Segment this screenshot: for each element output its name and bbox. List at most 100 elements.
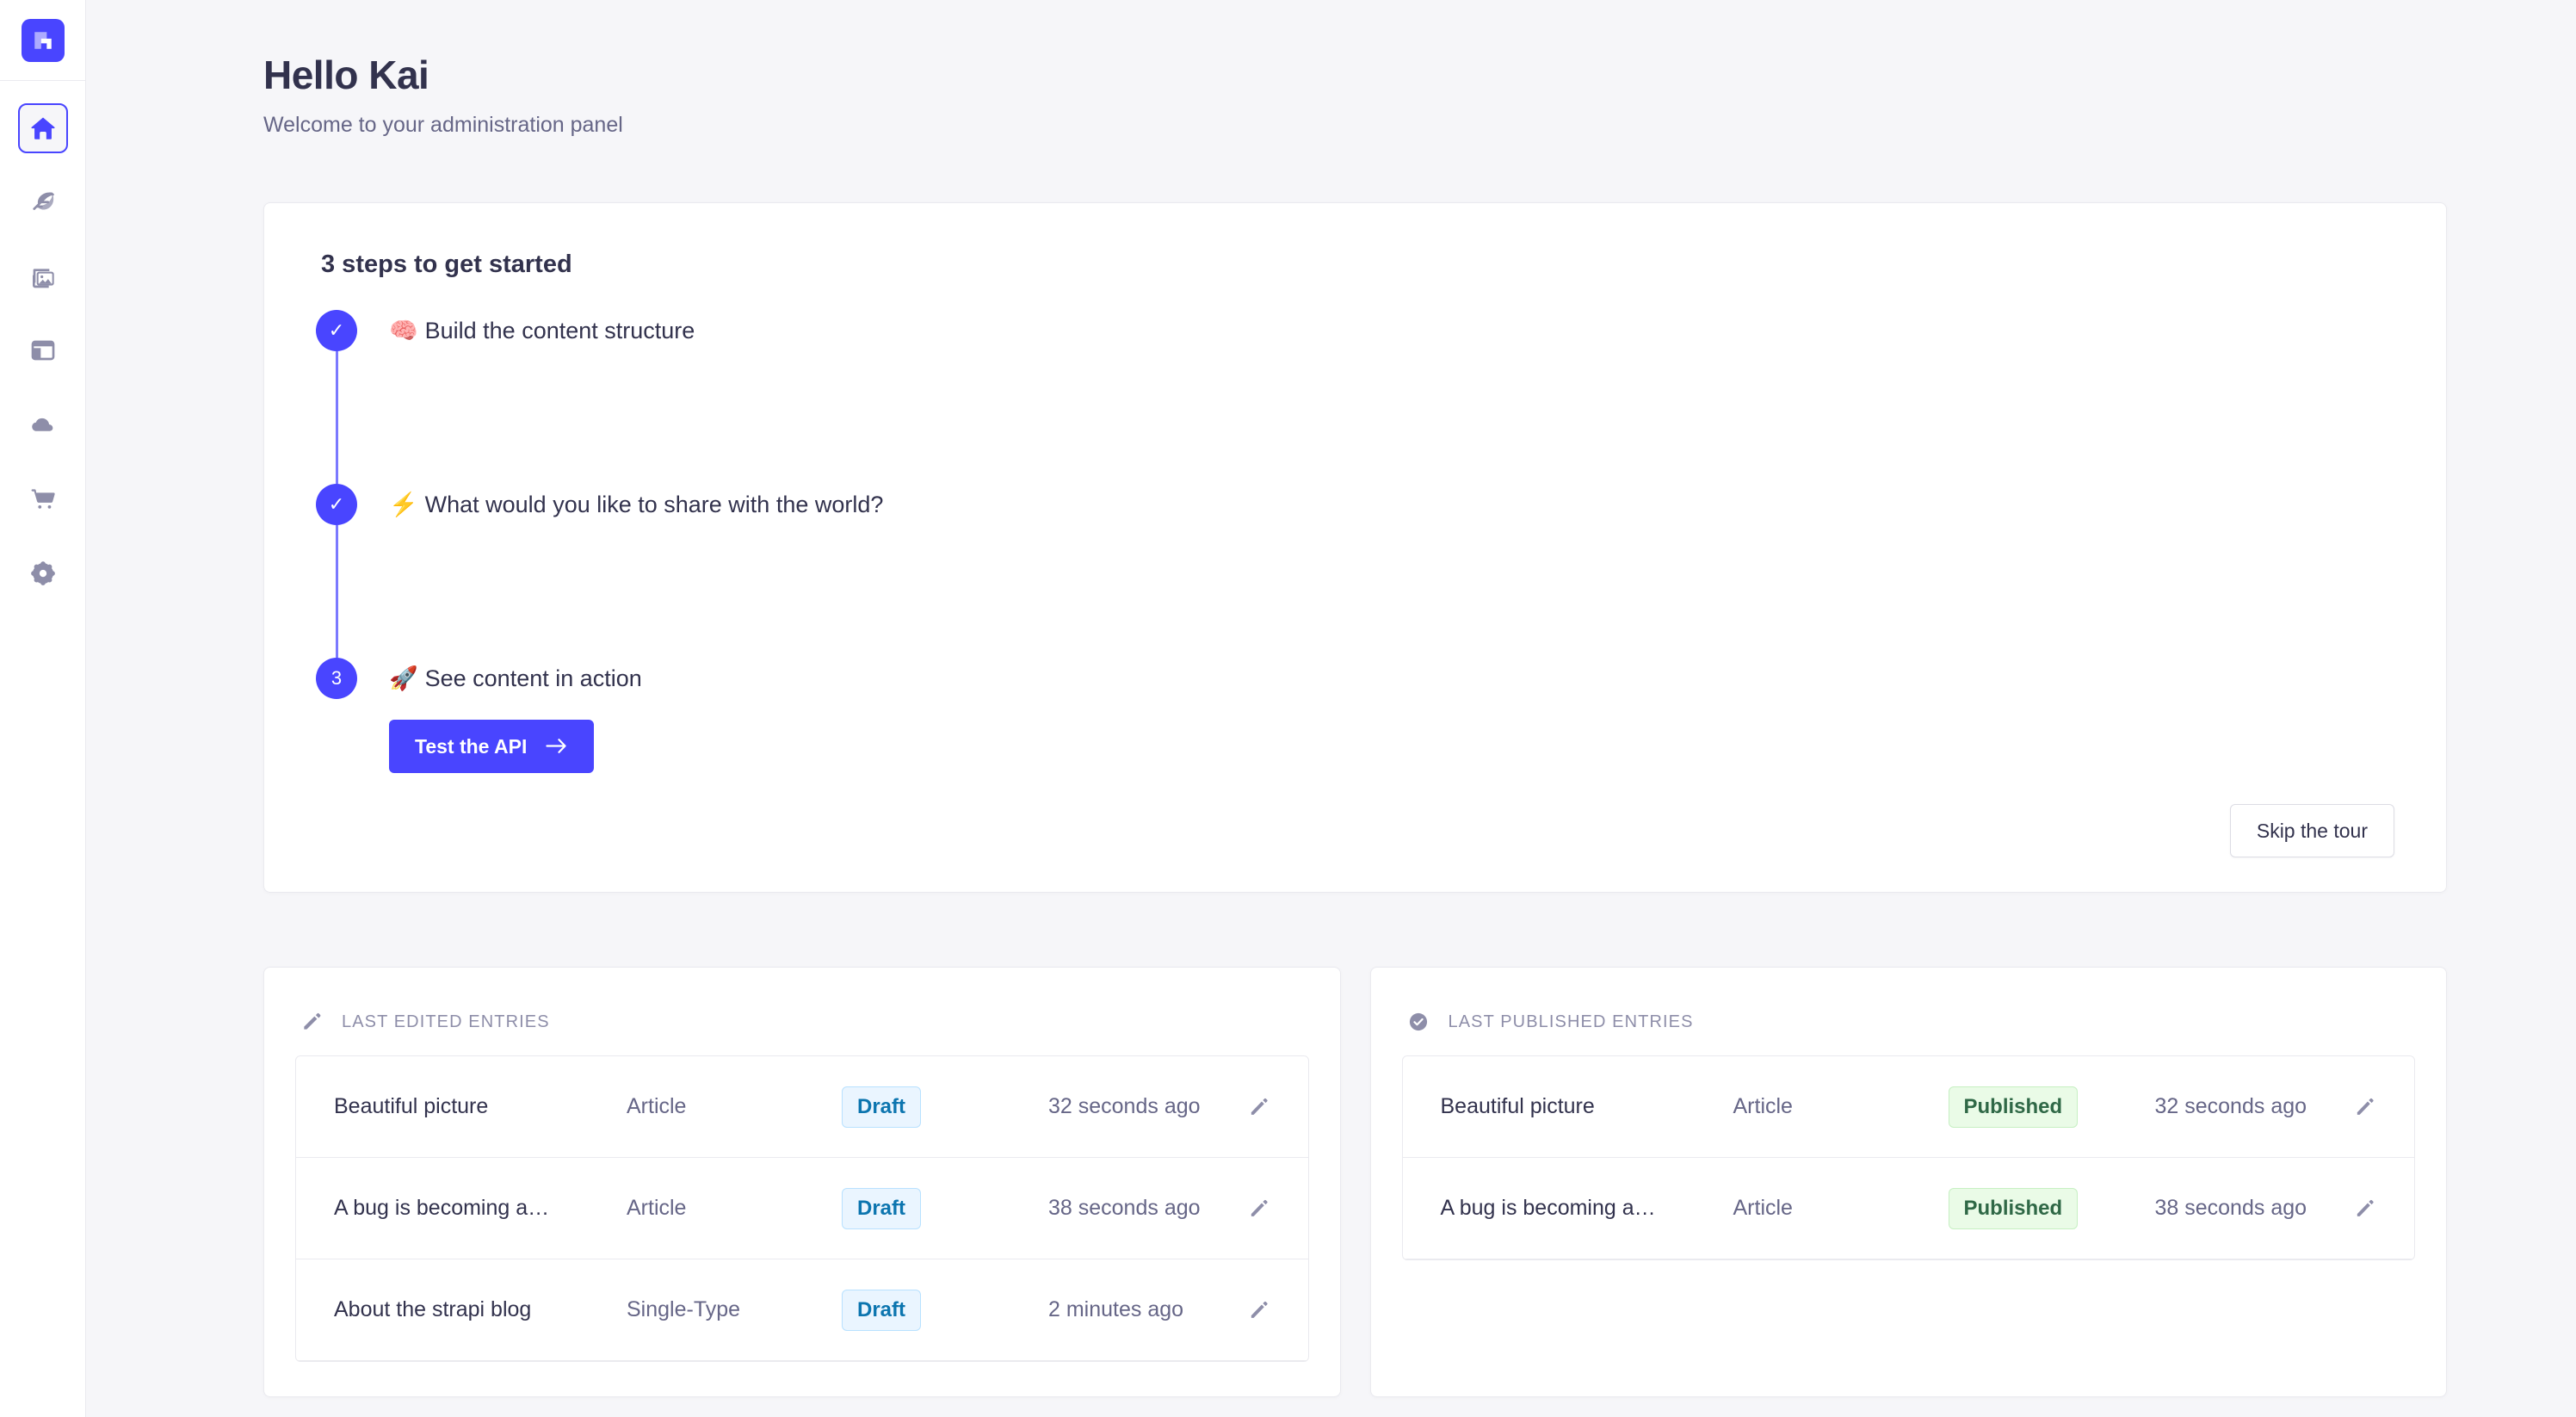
status-badge: Published	[1948, 1086, 2079, 1128]
feather-icon	[32, 192, 54, 210]
table-row[interactable]: About the strapi blog Single-Type Draft …	[296, 1259, 1308, 1362]
pencil-icon	[1251, 1098, 1268, 1115]
onboarding-step-2: ✓ ⚡ What would you like to share with the…	[316, 483, 2394, 525]
entry-title: A bug is becoming a…	[1440, 1196, 1656, 1221]
skip-tour-row: Skip the tour	[316, 804, 2394, 858]
step-3-body: 🚀 See content in action Test the API	[357, 658, 642, 774]
sidebar-nav-list	[17, 103, 68, 597]
step-1-label: 🧠 Build the content structure	[389, 313, 695, 349]
pencil-icon	[2357, 1199, 2374, 1216]
strapi-logo[interactable]	[21, 18, 65, 62]
pencil-icon	[2357, 1098, 2374, 1115]
last-edited-entries-header: LAST EDITED ENTRIES	[295, 999, 1309, 1055]
arrow-right-icon	[546, 739, 566, 753]
skip-the-tour-button[interactable]: Skip the tour	[2229, 804, 2394, 858]
check-circle-icon	[1409, 1013, 1427, 1031]
step-1-bullet: ✓	[316, 309, 357, 351]
entry-type: Article	[1733, 1094, 1793, 1119]
status-badge: Draft	[842, 1289, 922, 1331]
entry-type: Single-Type	[627, 1297, 741, 1322]
step-2-text: What would you like to share with the wo…	[424, 491, 884, 517]
sidebar-item-marketplace[interactable]	[18, 473, 68, 523]
sidebar-item-content-manager[interactable]	[18, 177, 68, 227]
main-sidebar	[0, 0, 86, 1417]
entry-title: About the strapi blog	[334, 1297, 532, 1322]
page-title: Hello Kai	[263, 53, 429, 97]
sidebar-item-settings[interactable]	[18, 548, 68, 597]
pencil-icon	[1251, 1301, 1268, 1318]
lightning-emoji-icon: ⚡	[389, 491, 418, 517]
entry-state: Published	[1948, 1086, 2155, 1128]
sidebar-item-media-library[interactable]	[18, 251, 68, 301]
home-icon	[30, 117, 55, 139]
entry-type: Article	[627, 1196, 687, 1221]
entry-time: 38 seconds ago	[1048, 1196, 1201, 1221]
entry-time: 32 seconds ago	[2154, 1094, 2307, 1119]
last-published-entries-panel: LAST PUBLISHED ENTRIES Beautiful picture…	[1369, 967, 2447, 1398]
entries-panels: LAST EDITED ENTRIES Beautiful picture Ar…	[263, 967, 2447, 1398]
last-edited-entries-panel: LAST EDITED ENTRIES Beautiful picture Ar…	[263, 967, 1341, 1398]
step-3-label: 🚀 See content in action	[389, 661, 642, 696]
last-published-entries-header: LAST PUBLISHED ENTRIES	[1402, 999, 2416, 1055]
table-row[interactable]: A bug is becoming a… Article Published 3…	[1402, 1158, 2414, 1260]
shopping-cart-icon	[31, 489, 55, 509]
onboarding-title: 3 steps to get started	[321, 250, 572, 278]
test-the-api-label: Test the API	[415, 734, 528, 758]
onboarding-step-3: 3 🚀 See content in action Test the API	[316, 657, 2394, 774]
entry-state: Draft	[842, 1086, 1048, 1128]
step-1-text: Build the content structure	[424, 317, 695, 343]
step-3-text: See content in action	[424, 665, 642, 691]
edit-entry-button[interactable]	[2325, 1095, 2376, 1119]
table-row[interactable]: Beautiful picture Article Published 32 s…	[1402, 1056, 2414, 1159]
step-1-body: 🧠 Build the content structure	[357, 310, 695, 349]
strapi-logo-icon	[34, 31, 52, 49]
entry-time: 32 seconds ago	[1048, 1094, 1201, 1119]
pencil-icon	[304, 1013, 321, 1030]
images-icon	[32, 269, 54, 288]
pencil-icon	[1251, 1199, 1268, 1216]
layout-icon	[31, 340, 54, 361]
step-connector-2	[336, 524, 338, 658]
entry-type: Article	[627, 1094, 687, 1119]
page-header: Hello Kai Welcome to your administration…	[86, 0, 2576, 138]
sidebar-item-content-type-builder[interactable]	[18, 325, 68, 375]
table-row[interactable]: Beautiful picture Article Draft 32 secon…	[296, 1056, 1308, 1159]
edit-entry-button[interactable]	[1219, 1298, 1270, 1322]
last-published-entries-label: LAST PUBLISHED ENTRIES	[1448, 1012, 1694, 1031]
entry-title: Beautiful picture	[334, 1094, 489, 1119]
status-badge: Draft	[842, 1086, 922, 1128]
status-badge: Published	[1948, 1187, 2079, 1229]
last-published-entries-table: Beautiful picture Article Published 32 s…	[1401, 1055, 2415, 1261]
cloud-icon	[31, 418, 53, 431]
step-2-bullet: ✓	[316, 483, 357, 525]
brain-emoji-icon: 🧠	[389, 317, 418, 343]
table-row[interactable]: A bug is becoming a… Article Draft 38 se…	[296, 1158, 1308, 1260]
last-edited-entries-table: Beautiful picture Article Draft 32 secon…	[295, 1055, 1309, 1363]
entry-state: Draft	[842, 1289, 1048, 1331]
gear-icon	[30, 561, 55, 585]
page-subtitle: Welcome to your administration panel	[263, 112, 623, 137]
step-2-body: ⚡ What would you like to share with the w…	[357, 484, 883, 523]
test-the-api-button[interactable]: Test the API	[389, 720, 595, 774]
edit-entry-button[interactable]	[1219, 1095, 1270, 1119]
entry-title: Beautiful picture	[1440, 1094, 1595, 1119]
entry-time: 38 seconds ago	[2154, 1196, 2307, 1221]
sidebar-item-cloud[interactable]	[18, 399, 68, 449]
entry-state: Draft	[842, 1187, 1048, 1229]
step-3-bullet: 3	[316, 657, 357, 699]
entry-title: A bug is becoming a…	[334, 1196, 550, 1221]
sidebar-item-home[interactable]	[17, 103, 68, 153]
last-edited-entries-label: LAST EDITED ENTRIES	[342, 1012, 550, 1031]
entry-type: Article	[1733, 1196, 1793, 1221]
entry-state: Published	[1948, 1187, 2155, 1229]
onboarding-card: 3 steps to get started ✓ 🧠 Build the cont…	[263, 201, 2447, 894]
main-content: Hello Kai Welcome to your administration…	[86, 0, 2576, 1417]
onboarding-step-1: ✓ 🧠 Build the content structure	[316, 309, 2394, 351]
edit-entry-button[interactable]	[1219, 1197, 1270, 1221]
edit-entry-button[interactable]	[2325, 1197, 2376, 1221]
status-badge: Draft	[842, 1187, 922, 1229]
logo-container	[0, 0, 85, 81]
step-2-label: ⚡ What would you like to share with the w…	[389, 487, 883, 523]
step-connector-1	[336, 350, 338, 484]
